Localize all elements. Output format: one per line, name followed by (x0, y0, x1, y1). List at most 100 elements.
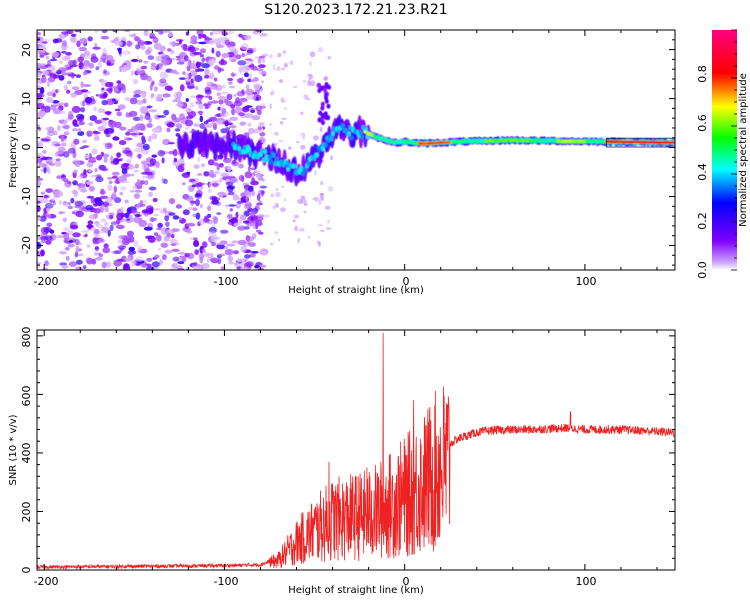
heat-cell (258, 121, 264, 128)
heat-cell (143, 115, 150, 120)
heat-cell (302, 132, 306, 138)
heat-cell (222, 157, 232, 164)
heat-cell (229, 116, 239, 122)
heat-cell (135, 256, 144, 262)
heat-cell (254, 221, 264, 226)
heat-cell (186, 252, 195, 260)
heat-cell (88, 62, 95, 69)
heat-cell (90, 53, 97, 60)
heat-cell (331, 131, 335, 137)
heat-cell (150, 93, 155, 97)
heat-cell (254, 264, 260, 269)
heat-cell (300, 132, 303, 136)
heat-cell (56, 235, 65, 239)
heat-cell (155, 95, 162, 102)
heat-cell (184, 119, 194, 127)
heat-cell (221, 107, 227, 115)
top-yaxis-label: Frequency (Hz) (8, 112, 19, 188)
heat-cell (182, 71, 186, 75)
heat-cell (274, 203, 279, 208)
heat-cell (172, 148, 178, 157)
heat-cell (280, 121, 284, 125)
heat-cell (86, 257, 94, 265)
heat-cell (108, 120, 117, 128)
heat-cell (216, 92, 221, 97)
heat-cell (262, 53, 268, 57)
heat-cell (94, 133, 99, 139)
heat-cell (173, 157, 178, 163)
heat-cell (114, 108, 121, 112)
heat-cell (125, 112, 129, 118)
heat-cell (182, 209, 190, 216)
heat-cell (103, 92, 108, 98)
heat-cell (58, 200, 63, 205)
heat-cell (157, 149, 166, 157)
heat-cell (142, 199, 148, 204)
heat-cell (194, 74, 203, 83)
heat-cell (243, 204, 252, 210)
heat-cell (192, 184, 196, 188)
heat-cell (255, 30, 264, 33)
heat-cell (58, 74, 65, 81)
bottom-ytick-label: 200 (20, 502, 33, 523)
heat-cell (43, 194, 50, 199)
heat-cell (101, 165, 107, 172)
heat-cell (253, 83, 261, 90)
heat-cell (228, 204, 236, 207)
heat-cell (163, 178, 168, 184)
heat-cell (163, 109, 170, 116)
heat-cell (67, 229, 74, 236)
heat-cell (98, 253, 104, 257)
top-xtick-label: -100 (214, 275, 239, 288)
heat-cell (232, 160, 236, 165)
spectrogram-frame (36, 29, 676, 271)
heat-cell (204, 89, 212, 95)
heat-cell (168, 31, 173, 38)
figure-title: S120.2023.172.21.23.R21 (264, 2, 447, 18)
heat-cell (39, 215, 47, 222)
heat-cell (45, 202, 54, 209)
heat-cell (274, 142, 278, 147)
heat-cell (201, 263, 210, 269)
top-ytick-label: -10 (20, 187, 33, 205)
heat-cell (213, 216, 219, 224)
heat-cell (241, 52, 246, 58)
heat-cell (156, 161, 160, 169)
heat-cell (111, 192, 117, 199)
heat-cell (299, 111, 304, 116)
heat-cell (37, 200, 41, 204)
heat-cell (243, 113, 253, 119)
heat-cell (61, 264, 69, 269)
heat-cell (202, 248, 206, 254)
heat-cell (251, 115, 261, 121)
heat-cell (247, 122, 252, 127)
heat-cell (201, 63, 210, 69)
heat-cell (113, 86, 119, 93)
heat-cell (248, 65, 253, 68)
heat-cell (169, 238, 178, 244)
heat-cell (159, 78, 167, 84)
heat-cell (147, 135, 152, 143)
heat-cell (280, 207, 286, 212)
colorbar: 0.0 0.2 0.4 0.6 0.8 Normalized spectral … (696, 29, 749, 279)
heat-cell (100, 218, 107, 223)
heat-cell (48, 65, 56, 71)
heat-cell (203, 218, 210, 222)
heat-cell (133, 94, 141, 98)
heat-cell (92, 131, 101, 135)
heat-cell (63, 125, 70, 130)
heat-cell (87, 223, 92, 230)
bottom-xtick-label: 0 (403, 575, 410, 588)
heat-cell (85, 204, 94, 211)
heat-cell (94, 42, 98, 48)
snr-panel: -200 -100 0 100 800 600 400 200 0 Height… (8, 327, 676, 596)
colorbar-tick-label: 0.6 (696, 114, 709, 132)
heat-cell (250, 180, 259, 186)
heat-cell (166, 232, 172, 238)
heat-cell (150, 65, 157, 71)
heat-cell (164, 212, 169, 216)
heat-cell (189, 200, 196, 204)
heat-cell (45, 127, 50, 130)
heat-cell (164, 249, 173, 254)
heat-cell (95, 66, 100, 71)
